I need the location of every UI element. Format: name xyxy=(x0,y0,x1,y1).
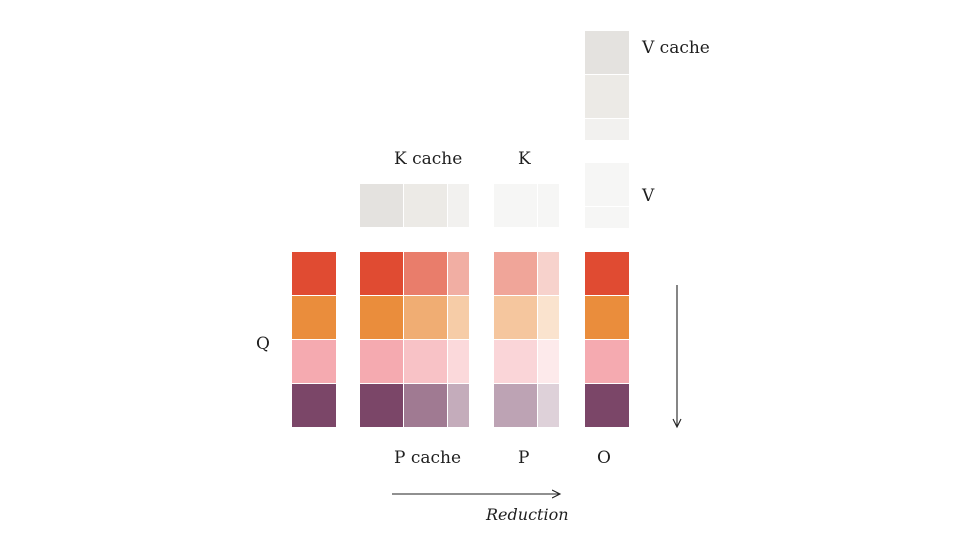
p-cache-cell xyxy=(404,296,447,339)
p-cell xyxy=(538,252,559,295)
p-cache-cell xyxy=(448,252,469,295)
p-cell xyxy=(538,384,559,427)
v-cache-cell xyxy=(585,75,629,118)
q-cell xyxy=(292,340,336,383)
q-label: Q xyxy=(256,334,270,354)
matrix-blocks xyxy=(292,31,629,427)
k-cell xyxy=(538,184,559,227)
q-cell xyxy=(292,384,336,427)
p-cell xyxy=(538,296,559,339)
v-cell xyxy=(585,207,629,228)
p-cache-cell xyxy=(360,340,403,383)
k-cell xyxy=(494,184,537,227)
k-cache-cell xyxy=(448,184,469,227)
p-cell xyxy=(494,384,537,427)
v-label: V xyxy=(642,186,655,206)
o-cell xyxy=(585,252,629,295)
q-cell xyxy=(292,252,336,295)
p-cell xyxy=(494,340,537,383)
p-cache-cell xyxy=(360,384,403,427)
p-cache-cell xyxy=(448,384,469,427)
p-cache-cell xyxy=(448,296,469,339)
v-cache-label: V cache xyxy=(642,38,710,58)
k-label: K xyxy=(518,149,531,169)
q-cell xyxy=(292,296,336,339)
v-cell xyxy=(585,163,629,206)
o-cell xyxy=(585,384,629,427)
p-cell xyxy=(538,340,559,383)
p-cache-cell xyxy=(360,296,403,339)
p-cache-cell xyxy=(404,252,447,295)
p-cell xyxy=(494,252,537,295)
k-cache-cell xyxy=(360,184,403,227)
reduction-label: Reduction xyxy=(486,505,569,524)
p-cache-cell xyxy=(448,340,469,383)
v-cache-cell xyxy=(585,31,629,74)
p-cache-cell xyxy=(404,384,447,427)
k-cache-label: K cache xyxy=(394,149,463,169)
p-cache-cell xyxy=(404,340,447,383)
p-label: P xyxy=(518,448,530,468)
o-cell xyxy=(585,340,629,383)
v-cache-cell xyxy=(585,119,629,140)
sequence-arrowhead xyxy=(672,418,682,429)
p-cache-cell xyxy=(360,252,403,295)
o-label: O xyxy=(597,448,611,468)
p-cell xyxy=(494,296,537,339)
k-cache-cell xyxy=(404,184,447,227)
p-cache-label: P cache xyxy=(394,448,462,468)
o-cell xyxy=(585,296,629,339)
